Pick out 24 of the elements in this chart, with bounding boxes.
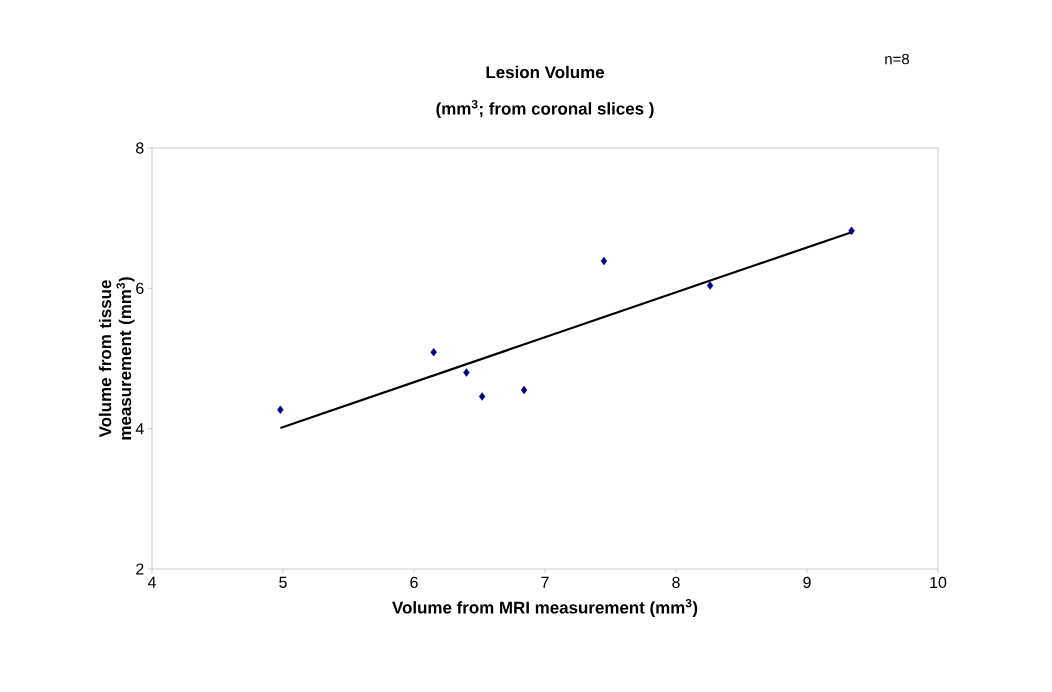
- x-tick-label: 10: [930, 576, 947, 589]
- point: [706, 281, 714, 290]
- point: [463, 368, 470, 377]
- chart-title: Lesion Volume: [486, 65, 605, 79]
- point: [600, 256, 608, 266]
- x-tick-label: 6: [410, 576, 418, 589]
- y-tick-label: 2: [136, 563, 144, 575]
- x-tick-label: 5: [279, 576, 287, 588]
- point: [430, 347, 437, 357]
- y-axis-title: Volume from tissue measurement (mm$^{3}$): [98, 277, 135, 440]
- x-tick-label: 7: [541, 576, 549, 588]
- y-tick-label: 6: [136, 282, 144, 294]
- chart-subtitle: (mm$^{3}$; from coronal slices ): [436, 99, 654, 119]
- x-tick-label: 4: [147, 576, 156, 588]
- x-axis-title: Volume from MRI measurement (mm$^{3}$): [392, 598, 698, 617]
- x-tick-label: 9: [803, 576, 811, 589]
- y-tick-label: 4: [135, 423, 144, 435]
- point: [520, 385, 528, 395]
- text: n=8: [885, 53, 910, 65]
- point: [848, 226, 855, 235]
- y-tick-label: 8: [136, 142, 144, 154]
- x-tick-label: 8: [672, 576, 680, 589]
- point: [478, 392, 486, 401]
- point: [277, 405, 284, 414]
